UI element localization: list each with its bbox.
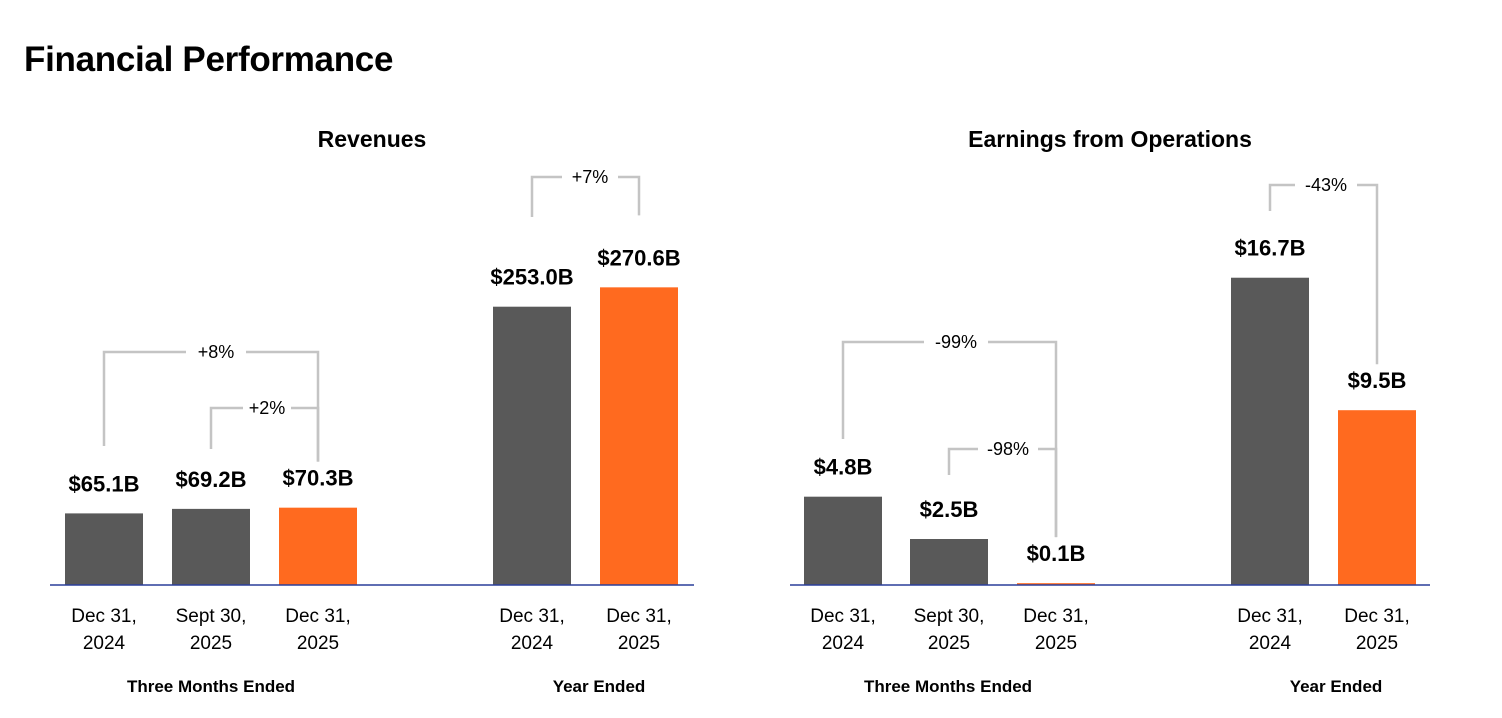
earnings-change-label-2: -98% [987,439,1029,459]
revenues-value-label-4: $253.0B [490,265,573,290]
revenues-bar-3 [279,507,357,585]
earnings-bar-1 [804,496,882,585]
earnings-value-label-3: $0.1B [1027,541,1086,566]
revenues-value-label-5: $270.6B [597,245,680,270]
earnings-change-bracket-1-left [841,340,924,439]
revenues-chart-title: Revenues [318,126,427,152]
earnings-category-label-5-line-1: Dec 31, [1344,606,1409,627]
revenues-bar-4 [493,306,571,585]
revenues-value-label-2: $69.2B [176,467,247,492]
revenues-change-bracket-3-left [530,175,562,217]
earnings-value-label-4: $16.7B [1235,236,1306,261]
earnings-value-label-5: $9.5B [1348,368,1407,393]
revenues-category-label-1-line-2: 2024 [83,633,126,654]
earnings-change-bracket-3-left [1268,183,1295,211]
earnings-change-bracket-3-right [1357,183,1379,365]
earnings-category-label-2-line-2: 2025 [928,633,970,654]
earnings-category-label-1-line-2: 2024 [822,633,865,654]
earnings-category-label-4-line-1: Dec 31, [1237,606,1302,627]
earnings-group-label-1: Three Months Ended [864,677,1032,696]
revenues-change-label-3: +7% [572,167,609,187]
earnings-category-label-3-line-2: 2025 [1035,633,1077,654]
revenues-bar-2 [172,508,250,585]
earnings-category-label-4-line-2: 2024 [1249,633,1292,654]
earnings-change-label-1: -99% [935,332,977,352]
earnings-value-label-2: $2.5B [920,497,979,522]
revenues-change-bracket-2-right [291,406,320,462]
revenues-category-label-5-line-2: 2025 [618,633,660,654]
revenues-category-label-2-line-2: 2025 [190,633,232,654]
earnings-bar-4 [1231,277,1309,585]
revenues-category-label-1-line-1: Dec 31, [71,606,136,627]
revenues-change-label-1: +8% [198,342,235,362]
revenues-category-label-3-line-2: 2025 [297,633,339,654]
earnings-value-label-1: $4.8B [814,455,873,480]
earnings-chart-title: Earnings from Operations [968,126,1252,152]
revenues-group-label-2: Year Ended [553,677,646,696]
earnings-category-label-1-line-1: Dec 31, [810,606,875,627]
page-title: Financial Performance [24,40,394,79]
revenues-value-label-1: $65.1B [69,471,140,496]
revenues-category-label-5-line-1: Dec 31, [606,606,671,627]
revenues-bar-1 [65,513,143,585]
earnings-change-label-3: -43% [1305,175,1347,195]
earnings-bar-5 [1338,410,1416,585]
earnings-change-bracket-2-left [947,447,978,475]
revenues-category-label-2-line-1: Sept 30, [176,606,247,627]
revenues-value-label-3: $70.3B [283,466,354,491]
revenues-category-label-4-line-1: Dec 31, [499,606,564,627]
earnings-category-label-5-line-2: 2025 [1356,633,1398,654]
revenues-change-bracket-1-left [102,350,186,446]
revenues-category-label-4-line-2: 2024 [511,633,554,654]
earnings-bar-2 [910,539,988,585]
revenues-change-bracket-3-right [618,175,641,216]
earnings-category-label-3-line-1: Dec 31, [1023,606,1088,627]
earnings-group-label-2: Year Ended [1290,677,1383,696]
earnings-bar-3 [1017,583,1095,585]
earnings-change-bracket-2-right [1038,447,1058,538]
revenues-group-label-1: Three Months Ended [127,677,295,696]
earnings-category-label-2-line-1: Sept 30, [914,606,985,627]
revenues-change-bracket-2-left [209,406,243,449]
revenues-change-label-2: +2% [249,398,286,418]
revenues-bar-5 [600,287,678,585]
revenues-category-label-3-line-1: Dec 31, [285,606,350,627]
